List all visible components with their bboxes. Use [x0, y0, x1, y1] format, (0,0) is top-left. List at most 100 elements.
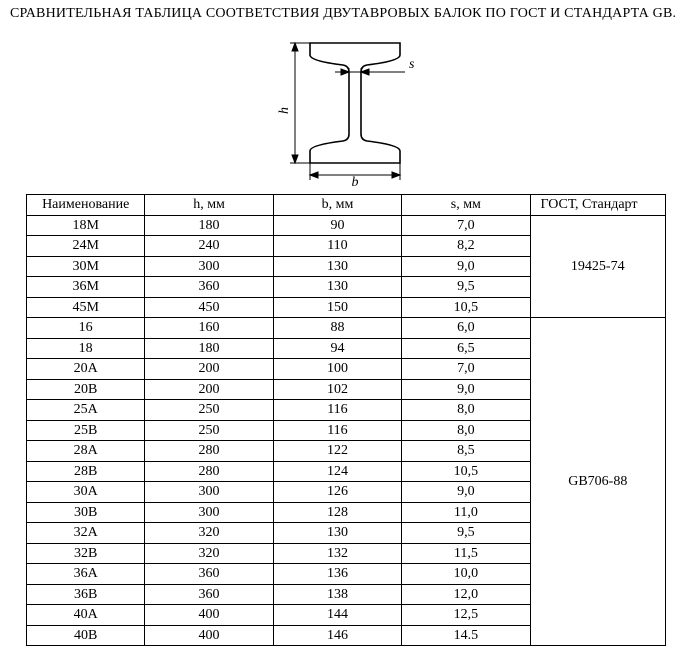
- cell-s: 8,2: [402, 236, 530, 257]
- cell-h: 320: [145, 523, 273, 544]
- cell-name: 20A: [27, 359, 145, 380]
- table-head: Наименование h, мм b, мм s, мм ГОСТ, Ста…: [27, 195, 666, 216]
- cell-name: 32A: [27, 523, 145, 544]
- cell-h: 250: [145, 400, 273, 421]
- cell-name: 18: [27, 338, 145, 359]
- table-row: 18M 180 90 7,0 19425-74: [27, 215, 666, 236]
- cell-h: 200: [145, 359, 273, 380]
- cell-name: 24M: [27, 236, 145, 257]
- cell-name: 30M: [27, 256, 145, 277]
- cell-b: 138: [273, 584, 401, 605]
- cell-s: 9,0: [402, 482, 530, 503]
- cell-h: 240: [145, 236, 273, 257]
- cell-h: 320: [145, 543, 273, 564]
- cell-name: 32B: [27, 543, 145, 564]
- cell-h: 160: [145, 318, 273, 339]
- cell-s: 10,5: [402, 297, 530, 318]
- cell-b: 90: [273, 215, 401, 236]
- col-header-name: Наименование: [27, 195, 145, 216]
- cell-name: 25B: [27, 420, 145, 441]
- cell-h: 360: [145, 584, 273, 605]
- cell-standard: GB706-88: [530, 318, 665, 646]
- cell-b: 130: [273, 256, 401, 277]
- cell-b: 116: [273, 420, 401, 441]
- cell-name: 30B: [27, 502, 145, 523]
- table-header-row: Наименование h, мм b, мм s, мм ГОСТ, Ста…: [27, 195, 666, 216]
- cell-name: 28B: [27, 461, 145, 482]
- cell-b: 102: [273, 379, 401, 400]
- col-header-h: h, мм: [145, 195, 273, 216]
- cell-s: 6,5: [402, 338, 530, 359]
- cell-s: 10,5: [402, 461, 530, 482]
- cell-h: 280: [145, 441, 273, 462]
- cell-name: 40A: [27, 605, 145, 626]
- cell-b: 100: [273, 359, 401, 380]
- cell-b: 126: [273, 482, 401, 503]
- cell-s: 7,0: [402, 359, 530, 380]
- cell-h: 400: [145, 605, 273, 626]
- cell-b: 122: [273, 441, 401, 462]
- cell-s: 8,0: [402, 420, 530, 441]
- cell-h: 360: [145, 277, 273, 298]
- cell-s: 11,0: [402, 502, 530, 523]
- cell-s: 8,5: [402, 441, 530, 462]
- cell-h: 450: [145, 297, 273, 318]
- cell-s: 11,5: [402, 543, 530, 564]
- cell-s: 12,5: [402, 605, 530, 626]
- page: СРАВНИТЕЛЬНАЯ ТАБЛИЦА СООТВЕТСТВИЯ ДВУТА…: [0, 0, 689, 666]
- cell-b: 150: [273, 297, 401, 318]
- cell-b: 128: [273, 502, 401, 523]
- beam-diagram: h b s: [8, 28, 681, 188]
- cell-s: 7,0: [402, 215, 530, 236]
- label-s: s: [409, 57, 415, 72]
- cell-b: 124: [273, 461, 401, 482]
- cell-name: 45M: [27, 297, 145, 318]
- cell-h: 180: [145, 215, 273, 236]
- cell-h: 180: [145, 338, 273, 359]
- label-h: h: [277, 107, 292, 114]
- cell-b: 144: [273, 605, 401, 626]
- col-header-b: b, мм: [273, 195, 401, 216]
- cell-standard: 19425-74: [530, 215, 665, 318]
- cell-h: 200: [145, 379, 273, 400]
- cell-name: 36M: [27, 277, 145, 298]
- cell-b: 146: [273, 625, 401, 646]
- cell-h: 400: [145, 625, 273, 646]
- cell-h: 300: [145, 482, 273, 503]
- cell-name: 28A: [27, 441, 145, 462]
- table-row: 16 160 88 6,0 GB706-88: [27, 318, 666, 339]
- comparison-table: Наименование h, мм b, мм s, мм ГОСТ, Ста…: [26, 194, 666, 646]
- cell-name: 36B: [27, 584, 145, 605]
- cell-s: 9,5: [402, 277, 530, 298]
- cell-b: 136: [273, 564, 401, 585]
- cell-h: 360: [145, 564, 273, 585]
- cell-name: 20B: [27, 379, 145, 400]
- cell-b: 94: [273, 338, 401, 359]
- cell-s: 8,0: [402, 400, 530, 421]
- cell-name: 40B: [27, 625, 145, 646]
- cell-b: 116: [273, 400, 401, 421]
- cell-name: 25A: [27, 400, 145, 421]
- cell-b: 130: [273, 523, 401, 544]
- cell-h: 300: [145, 502, 273, 523]
- cell-s: 12,0: [402, 584, 530, 605]
- cell-b: 88: [273, 318, 401, 339]
- cell-name: 18M: [27, 215, 145, 236]
- cell-h: 300: [145, 256, 273, 277]
- cell-b: 132: [273, 543, 401, 564]
- cell-name: 36A: [27, 564, 145, 585]
- cell-s: 9,5: [402, 523, 530, 544]
- cell-name: 30A: [27, 482, 145, 503]
- cell-b: 110: [273, 236, 401, 257]
- cell-h: 280: [145, 461, 273, 482]
- label-b: b: [351, 175, 358, 188]
- cell-s: 14.5: [402, 625, 530, 646]
- col-header-std: ГОСТ, Стандарт: [530, 195, 665, 216]
- table-body: 18M 180 90 7,0 19425-74 24M 240 110 8,2 …: [27, 215, 666, 646]
- cell-h: 250: [145, 420, 273, 441]
- cell-s: 6,0: [402, 318, 530, 339]
- page-title: СРАВНИТЕЛЬНАЯ ТАБЛИЦА СООТВЕТСТВИЯ ДВУТА…: [10, 6, 681, 22]
- cell-name: 16: [27, 318, 145, 339]
- cell-s: 9,0: [402, 256, 530, 277]
- cell-b: 130: [273, 277, 401, 298]
